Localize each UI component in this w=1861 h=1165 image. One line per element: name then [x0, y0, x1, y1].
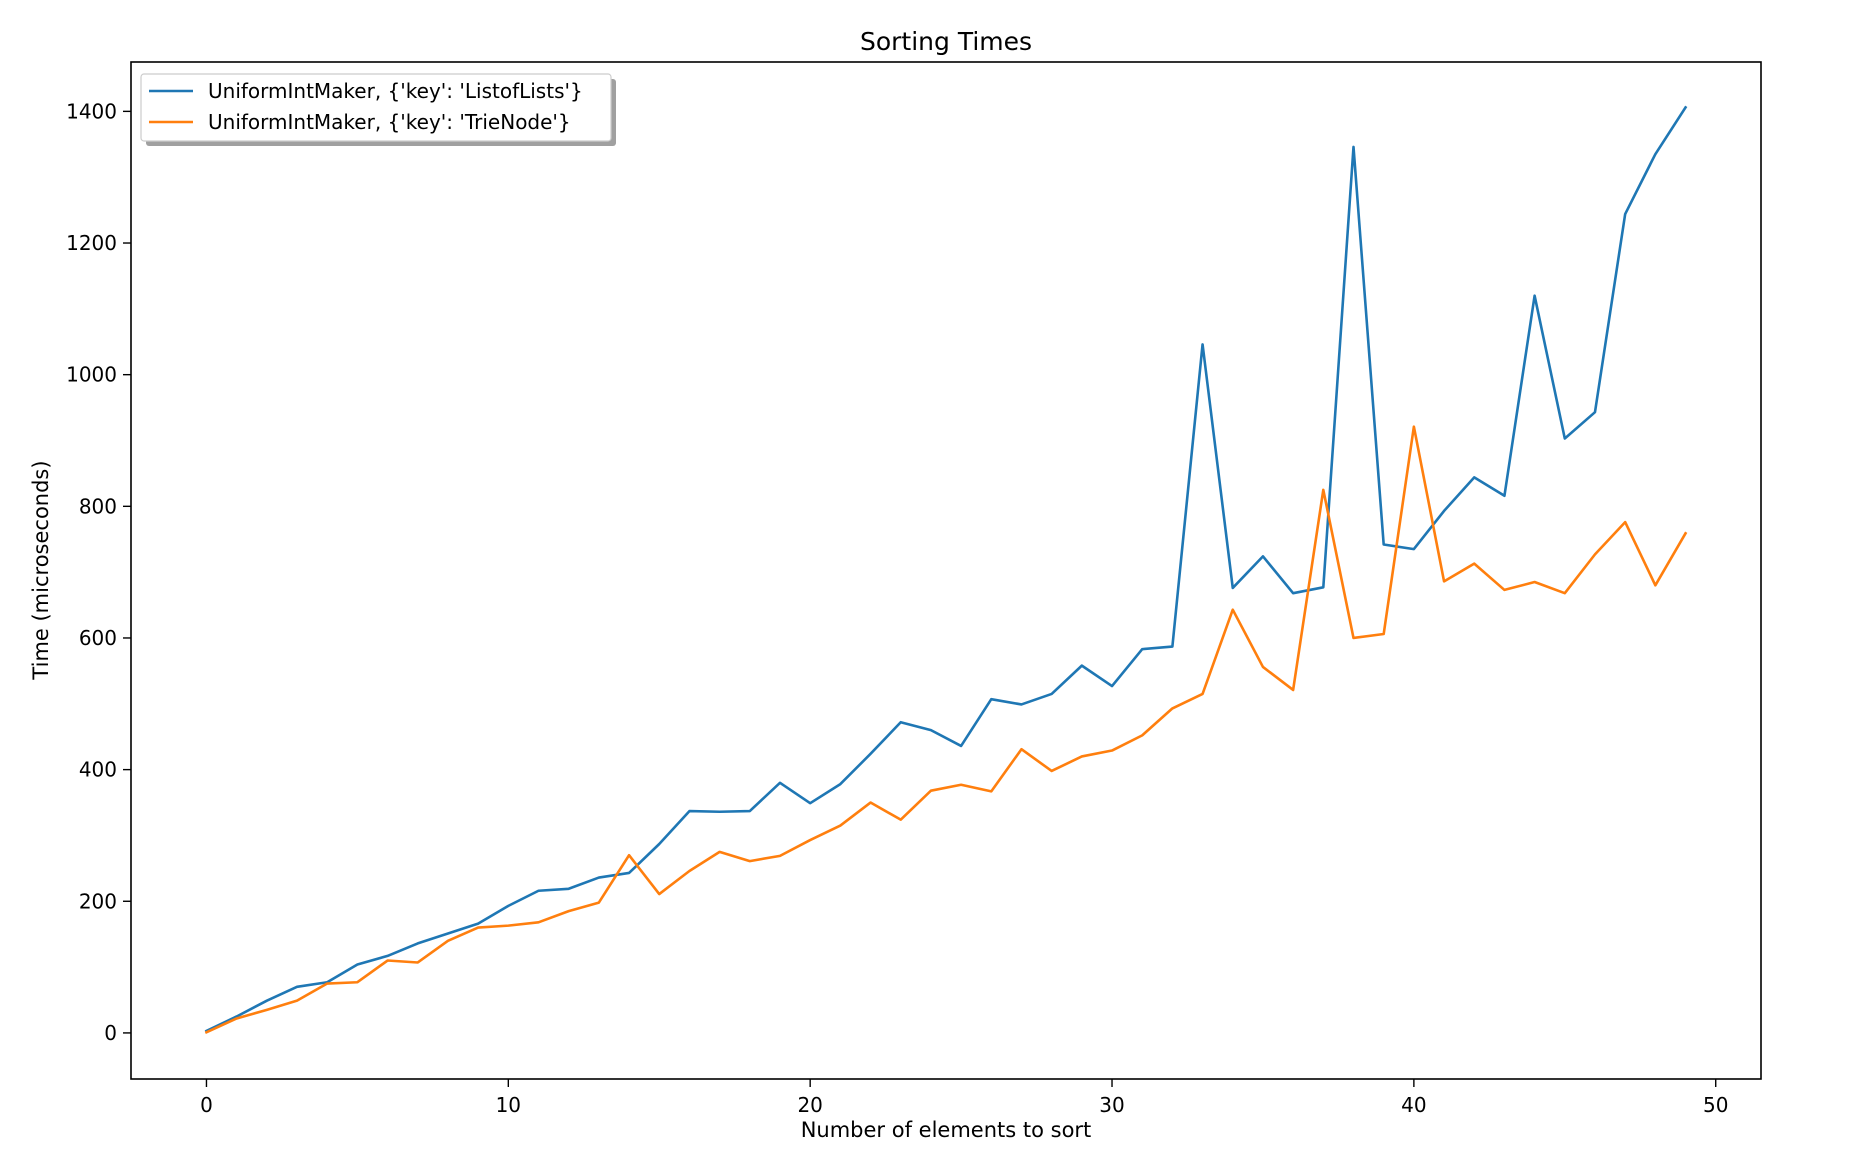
series-line-1	[204, 425, 1688, 1034]
y-tick-label: 600	[79, 626, 117, 650]
x-tick-label: 30	[1099, 1093, 1124, 1117]
y-tick-label: 0	[104, 1021, 117, 1045]
y-tick-label: 400	[79, 758, 117, 782]
x-tick-label: 50	[1703, 1093, 1728, 1117]
x-axis-label: Number of elements to sort	[801, 1118, 1092, 1142]
y-axis-label: Time (microseconds)	[29, 460, 53, 680]
x-tick-label: 10	[496, 1093, 521, 1117]
series-line-0	[204, 105, 1688, 1033]
y-tick-label: 200	[79, 889, 117, 913]
y-tick-label: 800	[79, 494, 117, 518]
plot-frame	[130, 61, 1762, 1080]
x-axis: 0 10 20 30 40 50	[200, 1079, 1728, 1117]
x-tick-label: 40	[1401, 1093, 1426, 1117]
y-tick-label: 1200	[66, 231, 117, 255]
y-tick-label: 1000	[66, 363, 117, 387]
chart-title: Sorting Times	[860, 27, 1032, 56]
x-tick-label: 20	[797, 1093, 822, 1117]
y-tick-label: 1400	[66, 99, 117, 123]
legend-label-listoflists: UniformIntMaker, {'key': 'ListofLists'}	[208, 79, 583, 103]
x-tick-label: 0	[200, 1093, 213, 1117]
y-axis: 0 200 400 600 800 1000 1200 1400	[66, 99, 131, 1045]
legend: UniformIntMaker, {'key': 'ListofLists'} …	[140, 73, 616, 146]
plot-lines	[204, 105, 1688, 1034]
legend-box	[140, 73, 612, 142]
legend-label-trienode: UniformIntMaker, {'key': 'TrieNode'}	[208, 110, 571, 134]
